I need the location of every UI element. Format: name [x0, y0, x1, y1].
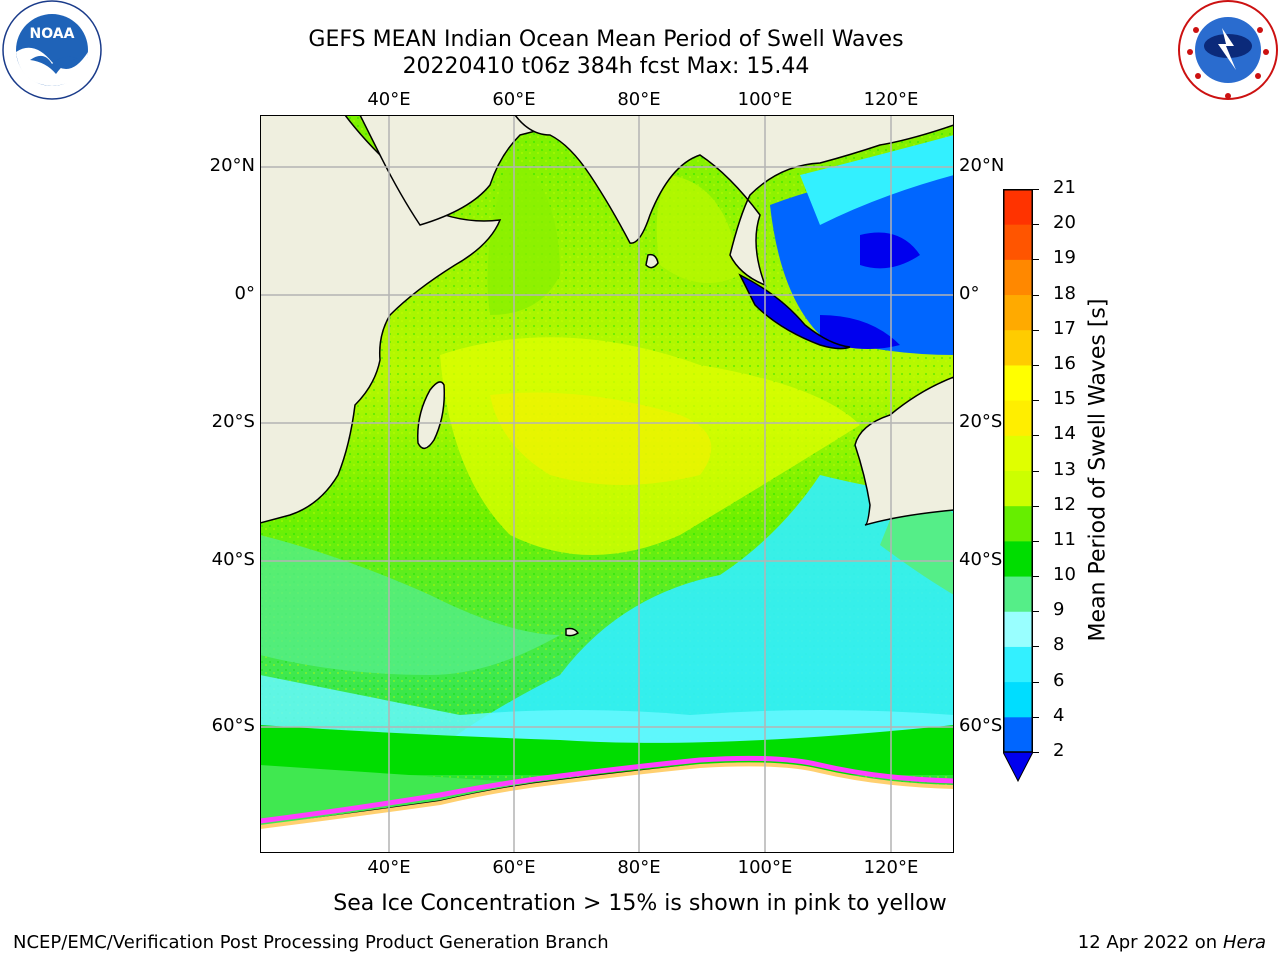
lon-tick-top: 60°E [492, 89, 536, 110]
colorbar-segment [1003, 576, 1033, 612]
lat-tick-right: 60°S [959, 715, 1003, 736]
colorbar-tick-mark [1033, 189, 1039, 190]
colorbar-tick-mark [1033, 259, 1039, 261]
colorbar-tick-mark [1033, 752, 1039, 753]
colorbar-tick-label: 17 [1053, 317, 1076, 339]
colorbar-segment [1003, 505, 1033, 542]
colorbar-tick-mark [1033, 646, 1039, 648]
lon-tick-top: 100°E [737, 89, 793, 110]
colorbar-segment [1003, 646, 1033, 683]
colorbar-tick-label: 13 [1053, 458, 1076, 480]
lat-tick-left: 20°N [209, 155, 255, 176]
india-land [514, 115, 954, 287]
colorbar-outline [1003, 189, 1033, 753]
colorbar-tick-label: 11 [1053, 528, 1076, 550]
colorbar-tick-mark [1033, 716, 1039, 718]
colorbar-tick-label: 8 [1053, 634, 1065, 656]
noaa-logo-icon: NOAA [2, 0, 102, 100]
colorbar-tick-mark [1033, 681, 1039, 683]
colorbar-tick-label: 18 [1053, 282, 1076, 304]
footer-date: 12 Apr 2022 on Hera [1078, 932, 1266, 953]
lon-tick-bottom: 120°E [863, 857, 919, 878]
footer-branch: NCEP/EMC/Verification Post Processing Pr… [13, 932, 609, 953]
lon-tick-bottom: 40°E [367, 857, 411, 878]
colorbar-segment [1003, 329, 1033, 366]
lon-tick-top: 80°E [617, 89, 661, 110]
colorbar-tick-label: 21 [1053, 177, 1076, 198]
colorbar-tick-label: 16 [1053, 352, 1076, 374]
colorbar-segment [1003, 611, 1033, 647]
chart-subtitle: 20220410 t06z 384h fcst Max: 15.44 [402, 54, 810, 79]
sea-ice-yellow [260, 762, 954, 829]
lon-tick-top: 120°E [863, 89, 919, 110]
colorbar-segment [1003, 716, 1033, 753]
lat-tick-right: 20°N [959, 155, 1005, 176]
lon-tick-bottom: 100°E [737, 857, 793, 878]
colorbar-tick-label: 15 [1053, 388, 1076, 410]
colorbar-tick-label: 19 [1053, 247, 1076, 269]
lat-tick-right: 40°S [959, 549, 1003, 570]
lat-tick-left: 60°S [211, 715, 255, 736]
sumatra-land [738, 273, 851, 350]
lat-tick-right: 20°S [959, 411, 1003, 432]
footer-date-text: 12 Apr 2022 on [1077, 932, 1223, 953]
colorbar-tick-mark [1033, 470, 1039, 472]
colorbar-under-arrow [1003, 751, 1033, 782]
colorbar [1003, 189, 1033, 782]
colorbar-tick-mark [1033, 400, 1039, 402]
colorbar-segment [1003, 681, 1033, 718]
colorbar-segment [1003, 294, 1033, 331]
colorbar-segment [1003, 189, 1033, 225]
colorbar-tick-mark [1033, 611, 1039, 613]
colorbar-tick-mark [1033, 435, 1039, 437]
svg-text:NOAA: NOAA [30, 26, 75, 42]
madagascar-land [417, 381, 446, 449]
colorbar-tick-label: 4 [1053, 704, 1065, 726]
lat-tick-right: 0° [959, 283, 980, 304]
sea-ice-pink [260, 755, 954, 824]
colorbar-tick-label: 20 [1053, 212, 1076, 234]
colorbar-segment [1003, 400, 1033, 436]
lat-tick-left: 20°S [211, 411, 255, 432]
colorbar-segment [1003, 224, 1033, 260]
footer-host: Hera [1222, 932, 1266, 953]
lon-tick-bottom: 60°E [492, 857, 536, 878]
colorbar-tick-label: 10 [1053, 564, 1076, 586]
colorbar-tick-label: 2 [1053, 740, 1065, 761]
chart-title: GEFS MEAN Indian Ocean Mean Period of Sw… [308, 27, 904, 52]
colorbar-tick-label: 14 [1053, 423, 1076, 445]
colorbar-tick-mark [1033, 505, 1039, 507]
cyan-swell-region [430, 475, 954, 755]
colorbar-tick-label: 6 [1053, 669, 1065, 691]
colorbar-label: Mean Period of Swell Waves [s] [1085, 298, 1111, 642]
colorbar-segment [1003, 364, 1033, 401]
colorbar-segment [1003, 470, 1033, 507]
lon-tick-bottom: 80°E [617, 857, 661, 878]
colorbar-segment [1003, 540, 1033, 577]
lat-tick-left: 40°S [211, 549, 255, 570]
colorbar-tick-mark [1033, 540, 1039, 542]
colorbar-tick-mark [1033, 294, 1039, 296]
australia-land [854, 376, 954, 526]
map-frame [260, 115, 954, 853]
colorbar-tick-mark [1033, 576, 1039, 578]
colorbar-tick-mark [1033, 224, 1039, 226]
colorbar-tick-mark [1033, 329, 1039, 331]
colorbar-segment [1003, 435, 1033, 471]
lon-tick-top: 40°E [367, 89, 411, 110]
southern-green-band [260, 725, 954, 775]
gridlines [260, 115, 954, 853]
sea-ice-caption: Sea Ice Concentration > 15% is shown in … [333, 891, 947, 916]
colorbar-tick-mark [1033, 364, 1039, 366]
colorbar-tick-label: 12 [1053, 493, 1076, 515]
nws-logo-icon [1178, 0, 1278, 100]
colorbar-segment [1003, 259, 1033, 296]
colorbar-tick-label: 9 [1053, 599, 1065, 621]
lat-tick-left: 0° [234, 283, 255, 304]
